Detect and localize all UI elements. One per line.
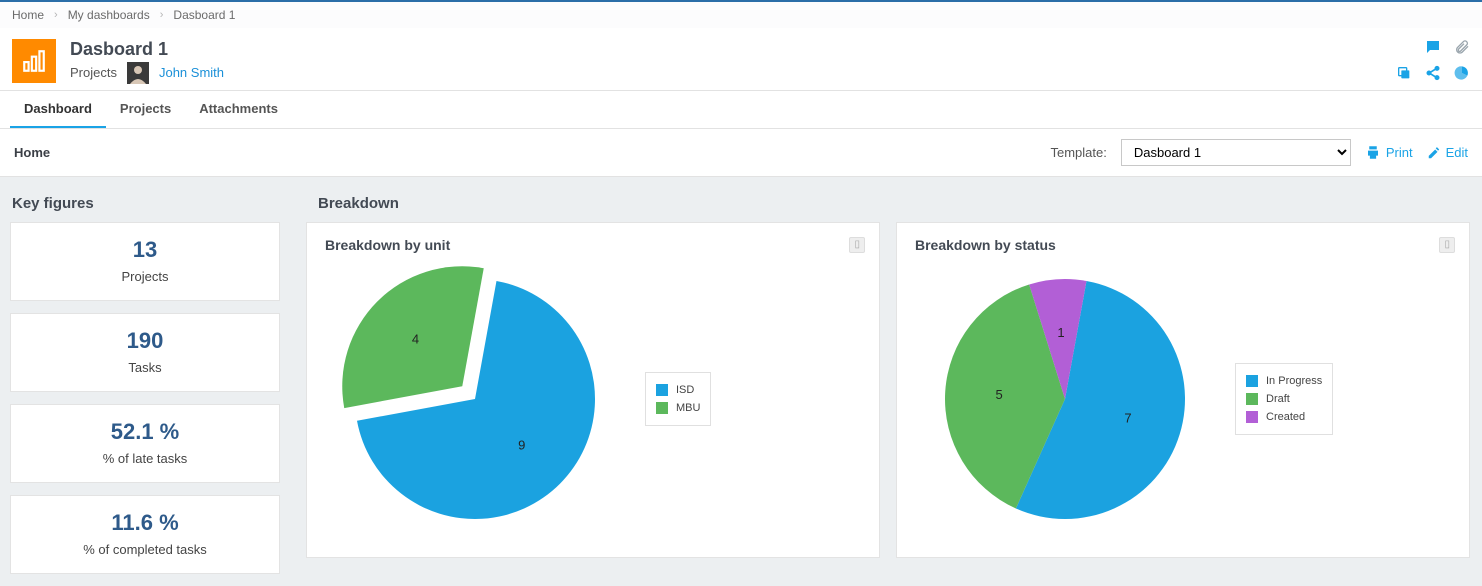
legend-item[interactable]: ISD bbox=[656, 381, 700, 399]
tab-projects[interactable]: Projects bbox=[106, 91, 185, 128]
chart-badge-icon[interactable]: ▯ bbox=[1439, 237, 1455, 253]
attachment-icon[interactable] bbox=[1454, 38, 1470, 59]
breakdown-title: Breakdown bbox=[306, 177, 1470, 222]
chart-card: ▯Breakdown by unit 9 4 ISDMBU bbox=[306, 222, 880, 558]
print-label: Print bbox=[1386, 145, 1413, 160]
chart-legend: ISDMBU bbox=[645, 372, 711, 426]
key-figure-value: 52.1 % bbox=[19, 419, 271, 445]
chart-badge-icon[interactable]: ▯ bbox=[849, 237, 865, 253]
key-figure-value: 13 bbox=[19, 237, 271, 263]
breadcrumb-current: Dasboard 1 bbox=[173, 8, 235, 22]
page-title: Dasboard 1 bbox=[70, 39, 224, 60]
key-figure-card: 190 Tasks bbox=[10, 313, 280, 392]
breadcrumb-home[interactable]: Home bbox=[12, 8, 44, 22]
key-figure-card: 52.1 % % of late tasks bbox=[10, 404, 280, 483]
edit-label: Edit bbox=[1446, 145, 1468, 160]
pencil-icon bbox=[1427, 146, 1441, 160]
control-bar: Home Template: Dasboard 1 Print Edit bbox=[0, 129, 1482, 177]
key-figure-card: 13 Projects bbox=[10, 222, 280, 301]
key-figures-title: Key figures bbox=[0, 177, 290, 222]
print-button[interactable]: Print bbox=[1365, 145, 1413, 160]
legend-item[interactable]: MBU bbox=[656, 399, 700, 417]
legend-item[interactable]: Created bbox=[1246, 408, 1322, 426]
legend-item[interactable]: Draft bbox=[1246, 390, 1322, 408]
copy-icon[interactable] bbox=[1396, 65, 1412, 84]
print-icon bbox=[1365, 145, 1381, 160]
key-figure-card: 11.6 % % of completed tasks bbox=[10, 495, 280, 574]
chart-card: ▯Breakdown by status 7 5 1 In ProgressDraftC… bbox=[896, 222, 1470, 558]
key-figure-label: Tasks bbox=[19, 360, 271, 375]
user-link[interactable]: John Smith bbox=[159, 65, 224, 80]
svg-text:1: 1 bbox=[1057, 325, 1064, 340]
chevron-right-icon: › bbox=[160, 9, 164, 21]
svg-text:5: 5 bbox=[995, 387, 1002, 402]
pie-chart-icon[interactable] bbox=[1454, 65, 1470, 84]
tabs: DashboardProjectsAttachments bbox=[0, 91, 1482, 129]
tab-dashboard[interactable]: Dashboard bbox=[10, 91, 106, 128]
svg-text:7: 7 bbox=[1124, 411, 1131, 426]
breadcrumb-my-dashboards[interactable]: My dashboards bbox=[68, 8, 150, 22]
chart-legend: In ProgressDraftCreated bbox=[1235, 363, 1333, 435]
edit-button[interactable]: Edit bbox=[1427, 145, 1468, 160]
page-category: Projects bbox=[70, 65, 117, 80]
template-label: Template: bbox=[1050, 145, 1106, 160]
chevron-right-icon: › bbox=[54, 9, 58, 21]
dashboard-icon bbox=[12, 39, 56, 83]
page-header: Dasboard 1 Projects John Smith bbox=[0, 28, 1482, 91]
key-figure-value: 11.6 % bbox=[19, 510, 271, 536]
template-select[interactable]: Dasboard 1 bbox=[1121, 139, 1351, 166]
key-figure-label: % of late tasks bbox=[19, 451, 271, 466]
svg-text:9: 9 bbox=[518, 438, 525, 453]
comment-icon[interactable] bbox=[1424, 38, 1442, 59]
breadcrumb: Home › My dashboards › Dasboard 1 bbox=[0, 2, 1482, 28]
chart-title: Breakdown by unit bbox=[325, 237, 865, 253]
key-figure-label: % of completed tasks bbox=[19, 542, 271, 557]
share-icon[interactable] bbox=[1424, 65, 1442, 84]
control-home[interactable]: Home bbox=[14, 145, 50, 160]
key-figure-label: Projects bbox=[19, 269, 271, 284]
key-figure-value: 190 bbox=[19, 328, 271, 354]
avatar[interactable] bbox=[127, 62, 149, 84]
tab-attachments[interactable]: Attachments bbox=[185, 91, 292, 128]
legend-item[interactable]: In Progress bbox=[1246, 372, 1322, 390]
chart-title: Breakdown by status bbox=[915, 237, 1455, 253]
svg-text:4: 4 bbox=[412, 332, 419, 347]
